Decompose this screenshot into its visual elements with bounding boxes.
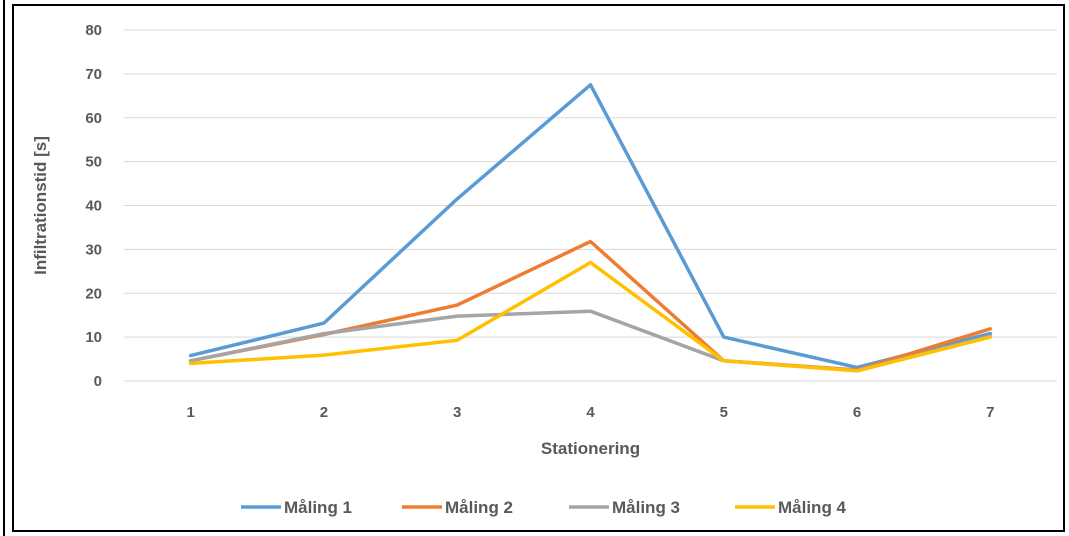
series-line-maling-4	[188, 260, 993, 373]
gridlines	[124, 29, 1057, 338]
y-tick-label: 40	[85, 198, 102, 215]
y-tick-label: 50	[85, 154, 102, 171]
y-tick-label: 0	[94, 373, 102, 390]
y-axis-ticks: 0 10 20 30 40 50 60 70 80	[85, 22, 102, 390]
x-axis-title: Stationering	[541, 439, 640, 458]
legend: Måling 1 Måling 2 Måling 3 Måling 4	[241, 498, 847, 517]
series-line-maling-1	[188, 83, 993, 370]
x-tick-label: 7	[986, 404, 994, 421]
x-tick-label: 4	[586, 404, 595, 421]
left-border-strip	[0, 0, 5, 536]
y-tick-label: 20	[85, 285, 102, 302]
x-axis-ticks: 1 2 3 4 5 6 7	[186, 404, 994, 421]
x-tick-label: 2	[320, 404, 328, 421]
y-tick-label: 10	[85, 329, 102, 346]
legend-label: Måling 4	[778, 498, 847, 517]
legend-label: Måling 3	[612, 498, 680, 517]
x-tick-label: 3	[453, 404, 461, 421]
legend-label: Måling 2	[445, 498, 513, 517]
y-tick-label: 70	[85, 66, 102, 83]
x-tick-label: 5	[720, 404, 728, 421]
series-lines	[188, 83, 993, 373]
legend-label: Måling 1	[284, 498, 352, 517]
y-tick-label: 30	[85, 241, 102, 258]
y-tick-label: 80	[85, 22, 102, 39]
y-axis-title: Infiltrationstid [s]	[31, 136, 50, 275]
y-tick-label: 60	[85, 110, 102, 127]
series-line-maling-3	[188, 309, 993, 373]
x-tick-label: 6	[853, 404, 861, 421]
x-tick-label: 1	[186, 404, 194, 421]
